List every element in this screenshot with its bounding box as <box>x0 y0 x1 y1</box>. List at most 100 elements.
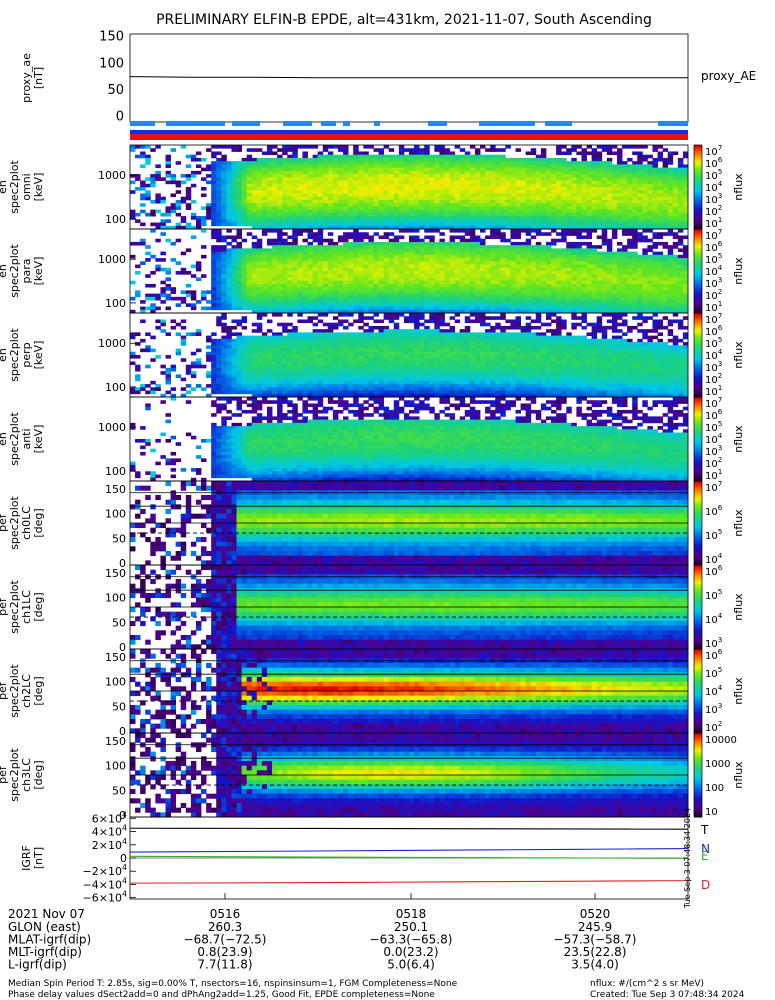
spectrogram-cell <box>353 264 359 269</box>
spectrogram-cell <box>505 280 511 285</box>
spectrogram-cell <box>353 238 359 243</box>
spectrogram-cell <box>495 225 501 230</box>
spectrogram-cell <box>642 238 648 243</box>
spectrogram-cell <box>515 300 521 304</box>
colorbar-segment <box>694 178 702 182</box>
spectrogram-cell <box>596 264 603 269</box>
colorbar-segment <box>694 245 702 249</box>
spectrogram-cell <box>495 264 501 269</box>
spectrogram-cell <box>165 238 171 243</box>
spectrogram-cell <box>272 309 278 314</box>
spectrogram-cell <box>652 245 658 249</box>
spectrogram-cell <box>495 300 501 304</box>
spectrogram-cell <box>145 332 151 337</box>
spectrogram-cell <box>414 283 420 288</box>
spectrogram-cell <box>616 219 623 223</box>
spectrogram-cell <box>439 251 445 256</box>
spectrogram-cell <box>632 151 638 156</box>
spectrogram-cell <box>256 251 263 256</box>
spectrogram-cell <box>632 303 638 307</box>
spectrogram-cell <box>632 174 638 178</box>
spectrogram-cell <box>256 258 263 262</box>
spectrogram-cell <box>165 157 171 162</box>
spectrogram-cell <box>403 196 410 201</box>
spectrogram-cell <box>444 183 450 188</box>
spectrogram-cell <box>287 164 293 169</box>
spectrogram-cell <box>221 358 227 362</box>
spectrogram-cell <box>485 164 491 169</box>
spectrogram-cell <box>211 196 217 201</box>
spectrogram-cell <box>606 274 613 278</box>
spectrogram-cell <box>535 306 542 311</box>
spectrogram-cell <box>495 251 501 256</box>
spectrogram-cell <box>348 203 354 207</box>
spectrogram-cell <box>500 170 506 175</box>
spectrogram-cell <box>216 342 222 346</box>
spectrogram-cell <box>343 303 349 307</box>
spectrogram-cell <box>667 293 674 298</box>
colorbar-segment <box>694 306 702 310</box>
spectrogram-cell <box>459 193 466 198</box>
spectrogram-cell <box>469 251 476 256</box>
spectrogram-cell <box>530 254 537 259</box>
spectrogram-cell <box>480 261 486 265</box>
spectrogram-cell <box>454 174 461 178</box>
spectrogram-cell <box>327 219 334 223</box>
spectrogram-cell <box>363 261 369 265</box>
spectrogram-cell <box>611 235 618 240</box>
spectrogram-cell <box>165 296 171 301</box>
spectrogram-cell <box>642 180 648 185</box>
spectrogram-cell <box>211 154 217 159</box>
spectrogram-cell <box>561 254 567 259</box>
spectrogram-cell <box>221 209 227 214</box>
spectrogram-cell <box>155 258 161 262</box>
spectrogram-cell <box>277 190 283 194</box>
spectrogram-cell <box>388 180 395 185</box>
spectrogram-cell <box>500 267 506 272</box>
spectrogram-cell <box>444 177 450 181</box>
spectrogram-cell <box>474 167 481 172</box>
spectrogram-cell <box>424 229 430 233</box>
spectrogram-cell <box>434 154 440 159</box>
spectrogram-cell <box>627 254 633 259</box>
spectrogram-cell <box>622 206 628 211</box>
spectrogram-cell <box>135 377 141 382</box>
spectrogram-cell <box>292 303 298 307</box>
spectrogram-cell <box>246 187 253 191</box>
spectrogram-cell <box>383 245 390 249</box>
spectrogram-cell <box>480 222 486 227</box>
spectrogram-cell <box>556 287 562 291</box>
spectrogram-cell <box>535 303 542 307</box>
spectrogram-cell <box>581 271 587 275</box>
spectrogram-cell <box>216 199 222 204</box>
spectrogram-cell <box>434 203 440 207</box>
spectrogram-cell <box>627 157 633 162</box>
spectrogram-cell <box>332 225 339 230</box>
spectrogram-cell <box>566 274 572 278</box>
spectrogram-cell <box>464 209 471 214</box>
spectrogram-cell <box>490 219 496 223</box>
spectrogram-cell <box>160 300 166 304</box>
spectrogram-cell <box>287 271 293 275</box>
spectrogram-cell <box>419 151 425 156</box>
spectrogram-cell <box>591 254 598 259</box>
spectrogram-cell <box>358 241 364 246</box>
spectrogram-cell <box>434 209 440 214</box>
spectrogram-cell <box>480 190 486 194</box>
spectrogram-cell <box>616 154 623 159</box>
spectrogram-cell <box>165 174 171 178</box>
spectrogram-cell <box>434 261 440 265</box>
spectrogram-cell <box>429 219 435 223</box>
spectrogram-cell <box>515 196 521 201</box>
spectrogram-cell <box>256 157 263 162</box>
spectrogram-cell <box>444 174 450 178</box>
spectrogram-cell <box>611 174 618 178</box>
spectrogram-cell <box>586 300 593 304</box>
spectrogram-cell <box>596 209 603 214</box>
spectrogram-cell <box>581 296 587 301</box>
spectrogram-cell <box>464 248 471 253</box>
spectrogram-cell <box>332 161 339 165</box>
spectrogram-cell <box>601 199 608 204</box>
spectrogram-cell <box>145 306 151 311</box>
spectrogram-cell <box>332 267 339 272</box>
